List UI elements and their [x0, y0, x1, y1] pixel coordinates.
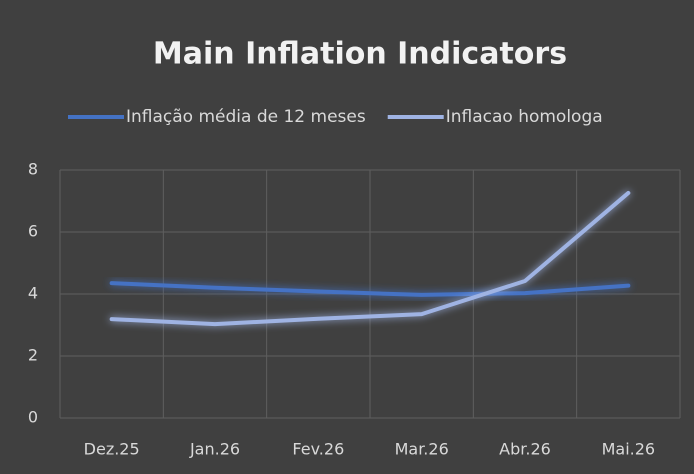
y-tick-label: 6 — [28, 222, 38, 241]
y-tick-label: 2 — [28, 346, 38, 365]
x-tick-label: Jan.26 — [189, 440, 240, 459]
x-tick-label: Fev.26 — [292, 440, 344, 459]
x-tick-label: Dez.25 — [84, 440, 140, 459]
x-tick-label: Mar.26 — [395, 440, 449, 459]
chart-title: Main Inflation Indicators — [153, 37, 567, 72]
legend-label: Inflacao homologa — [446, 107, 603, 127]
y-tick-label: 4 — [28, 284, 38, 303]
y-tick-label: 0 — [28, 408, 38, 427]
x-tick-label: Abr.26 — [499, 440, 551, 459]
series-line — [109, 190, 631, 327]
legend-label: Inflação média de 12 meses — [126, 107, 366, 127]
y-tick-label: 8 — [28, 160, 38, 179]
x-tick-label: Mai.26 — [602, 440, 656, 459]
series-line — [109, 281, 631, 297]
